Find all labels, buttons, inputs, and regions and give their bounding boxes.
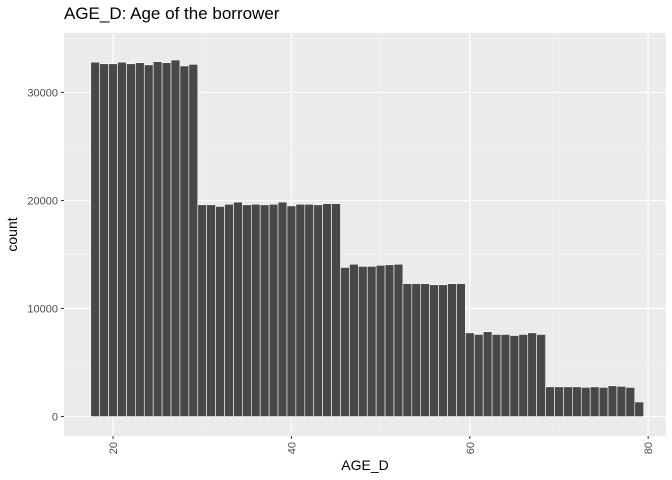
bar <box>589 386 600 417</box>
bar <box>393 263 404 417</box>
bar <box>527 332 537 417</box>
bar <box>563 386 573 417</box>
bars <box>90 59 645 417</box>
bar <box>126 63 136 417</box>
bar <box>161 62 172 417</box>
bar <box>625 387 636 417</box>
bar <box>465 332 475 417</box>
bar <box>233 201 243 417</box>
bar <box>500 334 511 417</box>
bar <box>402 283 413 417</box>
x-axis-title: AGE_D <box>341 457 388 473</box>
bar <box>304 203 315 417</box>
y-tick-label: 20000 <box>27 195 58 207</box>
bar <box>411 283 422 417</box>
bar <box>242 204 252 417</box>
bar <box>491 334 502 417</box>
x-axis: 20 40 60 80 <box>108 436 655 454</box>
bar <box>108 63 118 417</box>
bar <box>188 64 199 417</box>
x-tick-label: 80 <box>643 442 655 454</box>
bar <box>607 385 618 417</box>
y-axis-title: count <box>4 217 20 251</box>
bar <box>375 264 386 417</box>
bar <box>580 387 591 417</box>
bar <box>179 65 190 417</box>
bar <box>340 267 350 417</box>
bar <box>322 203 332 417</box>
x-tick-label: 40 <box>286 442 298 454</box>
y-tick-label: 10000 <box>27 304 58 316</box>
bar <box>447 283 457 417</box>
bar <box>295 203 306 417</box>
bar <box>420 283 430 417</box>
bar <box>349 263 359 417</box>
bar <box>135 62 145 417</box>
bar <box>206 204 216 417</box>
bar <box>313 204 323 417</box>
bar <box>250 203 261 417</box>
bar <box>224 203 234 417</box>
bar <box>277 201 288 417</box>
x-tick-label: 60 <box>465 442 477 454</box>
bar <box>197 204 207 417</box>
bar <box>545 386 555 417</box>
bar <box>152 61 163 417</box>
bar <box>358 266 368 417</box>
bar <box>117 61 127 417</box>
y-axis: 0 10000 20000 30000 <box>27 87 64 424</box>
bar <box>99 63 109 417</box>
bar <box>429 284 439 417</box>
bar <box>438 284 448 417</box>
bar <box>286 205 297 417</box>
bar <box>518 334 529 417</box>
bar <box>616 386 627 417</box>
bar <box>482 331 493 417</box>
bar <box>572 386 582 417</box>
bar <box>170 59 181 417</box>
bar <box>554 386 564 417</box>
bar <box>384 264 395 417</box>
bar <box>456 283 466 417</box>
x-tick-label: 20 <box>108 442 120 454</box>
bar <box>634 401 645 417</box>
bar <box>536 334 546 417</box>
bar <box>143 64 154 417</box>
bar <box>509 335 520 417</box>
bar <box>268 203 279 417</box>
y-tick-label: 30000 <box>27 87 58 99</box>
y-tick-label: 0 <box>52 412 58 424</box>
chart-title: AGE_D: Age of the borrower <box>64 4 280 23</box>
bar <box>90 61 100 417</box>
bar <box>259 204 270 417</box>
bar <box>366 266 377 417</box>
bar <box>473 334 484 417</box>
bar <box>598 387 609 417</box>
bar <box>215 206 225 417</box>
bar <box>331 203 341 417</box>
